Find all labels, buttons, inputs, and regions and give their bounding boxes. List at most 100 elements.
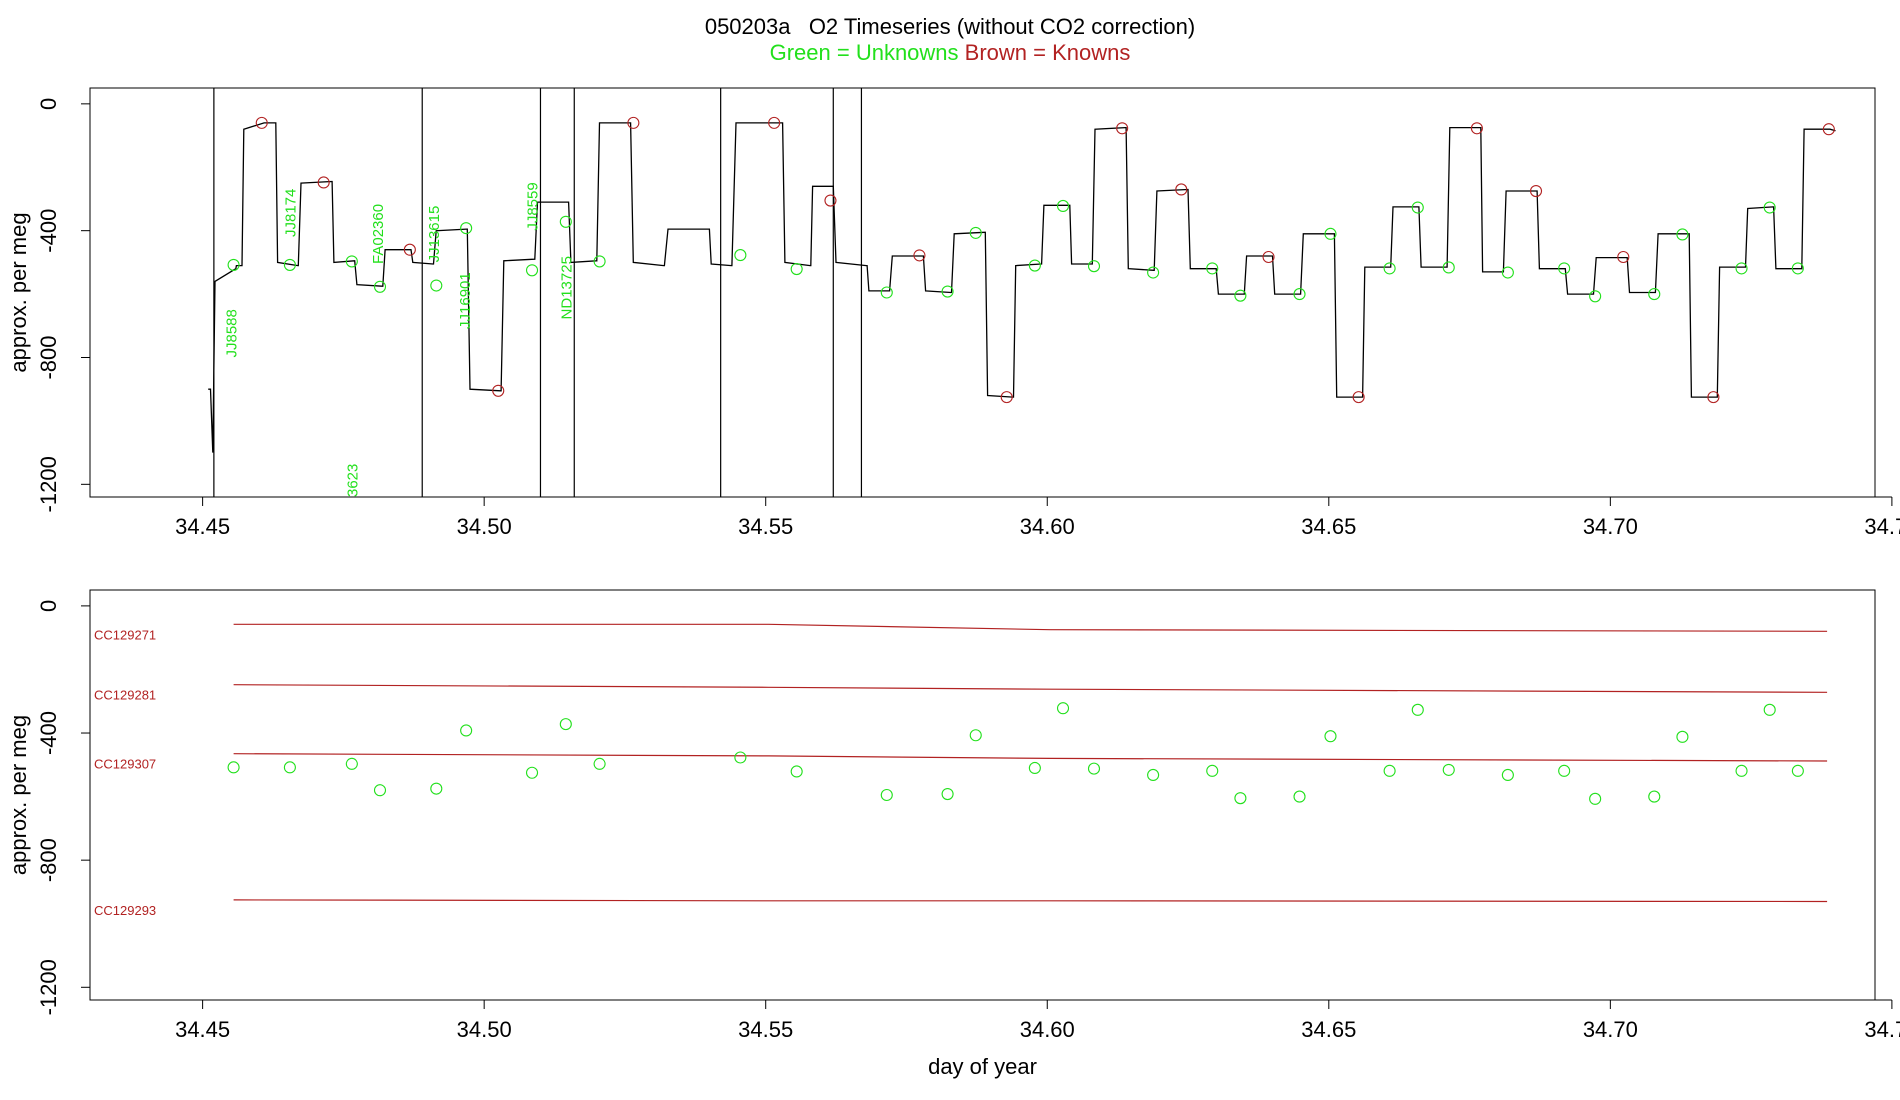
x-tick-label: 34.55 [738, 514, 793, 539]
known-point [403, 243, 416, 256]
unknown-point [1735, 764, 1748, 777]
standard-line-cc129307 [233, 753, 1828, 762]
standard-label-cc129307: CC129307 [94, 757, 156, 772]
x-tick-label: 34.75 [1864, 1017, 1900, 1042]
unknown-point [969, 729, 982, 742]
unknown-point [1411, 703, 1424, 716]
unknown-point [1442, 763, 1455, 776]
unknown-point [1558, 262, 1571, 275]
unknown-point [734, 751, 747, 764]
sample-annotation: JJ16901 [457, 272, 474, 329]
unknown-point [1028, 761, 1041, 775]
unknown-point [941, 787, 954, 801]
unknown-point [1056, 199, 1070, 212]
legend-knowns: Brown = Knowns [964, 40, 1131, 65]
known-point [317, 176, 330, 189]
panel-2: 34.45 34.50 34.55 34.60 34.65 34.70 34.75 day o… [6, 589, 1900, 1079]
unknown-point [525, 264, 539, 277]
sample-annotation: JJ8588 [223, 309, 240, 357]
x-tick-label: 34.70 [1583, 514, 1638, 539]
known-point [1529, 184, 1543, 198]
unknown-point [1735, 262, 1748, 275]
unknown-point [460, 724, 473, 737]
unknown-point [345, 757, 358, 770]
unknown-point [1234, 289, 1247, 302]
known-point [913, 249, 926, 262]
unknown-point [1763, 703, 1776, 716]
x-tick-label: 34.60 [1020, 1017, 1075, 1042]
y-tick-label: -800 [36, 838, 61, 882]
unknown-point [1324, 730, 1337, 743]
o2-trace-line [208, 122, 1836, 453]
unknown-point [559, 215, 572, 228]
x-tick-label: 34.45 [175, 514, 230, 539]
unknown-point [1676, 228, 1689, 241]
unknown-point [1763, 201, 1776, 214]
x-tick-label: 34.60 [1020, 514, 1075, 539]
known-point [255, 116, 268, 129]
unknown-point [1791, 764, 1804, 777]
unknown-point [1501, 266, 1514, 279]
data-layer: JJ8588 JJ8174 3623 FA02360 JJ13615 JJ16901 JJ8… [208, 88, 1836, 497]
known-point [1470, 122, 1483, 135]
known-point [627, 116, 640, 129]
unknown-point [880, 286, 893, 299]
x-tick-label: 34.65 [1301, 514, 1356, 539]
unknown-point [559, 718, 572, 731]
known-point [1175, 183, 1188, 196]
y-tick-label: 0 [36, 98, 61, 110]
unknown-point [1383, 764, 1396, 777]
y-tick-label: -1200 [36, 959, 61, 1015]
unknown-point [345, 255, 358, 268]
unknown-point [880, 788, 893, 802]
y-tick-label: 0 [36, 600, 61, 612]
unknown-point [1383, 262, 1396, 275]
sample-annotation: JJ8174 [283, 189, 300, 237]
unknown-point [1791, 262, 1804, 275]
unknown-point [1648, 790, 1661, 803]
x-tick-label: 34.70 [1583, 1017, 1638, 1042]
x-tick-label: 34.50 [457, 1017, 512, 1042]
unknown-point [1293, 790, 1306, 803]
known-point [1262, 250, 1275, 264]
unknown-point [227, 761, 240, 774]
unknown-point [1293, 288, 1306, 301]
unknown-point [1589, 792, 1602, 805]
unknown-point [1147, 768, 1160, 782]
unknown-point [430, 782, 443, 795]
unknown-point [1558, 764, 1571, 777]
x-tick-label: 34.65 [1301, 1017, 1356, 1042]
plot-frame [89, 589, 1876, 1001]
unknown-point [790, 765, 803, 778]
x-tick-label: 34.45 [175, 1017, 230, 1042]
unknown-point [1648, 288, 1661, 301]
x-tick-label: 34.50 [457, 514, 512, 539]
unknown-point [373, 784, 387, 797]
x-tick-label: 34.55 [738, 1017, 793, 1042]
unknown-point [790, 262, 803, 276]
y-tick-label: -400 [36, 711, 61, 755]
y-axis-label: approx. per meg [6, 715, 31, 875]
known-point [1617, 250, 1630, 264]
unknown-point [1589, 290, 1602, 303]
chart-title: 050203a O2 Timeseries (without CO2 corre… [704, 14, 1196, 39]
unknown-point [593, 757, 606, 770]
unknown-point [283, 761, 296, 774]
unknown-point [1087, 260, 1101, 273]
unknown-point [1501, 768, 1514, 782]
unknown-point [1206, 262, 1219, 275]
known-point [824, 194, 837, 207]
y-axis-label: approx. per meg [6, 212, 31, 372]
sample-annotation: 3623 [344, 464, 361, 497]
standard-label-cc129281: CC129281 [94, 688, 156, 703]
x-tick-label: 34.75 [1864, 514, 1900, 539]
known-point [1707, 391, 1720, 404]
plot-frame [89, 87, 1876, 498]
y-tick-label: -1200 [36, 456, 61, 512]
unknown-point [593, 255, 606, 268]
legend-unknowns: Green = Unknowns [769, 40, 959, 65]
y-tick-label: -400 [36, 209, 61, 253]
unknown-point [1411, 201, 1424, 214]
